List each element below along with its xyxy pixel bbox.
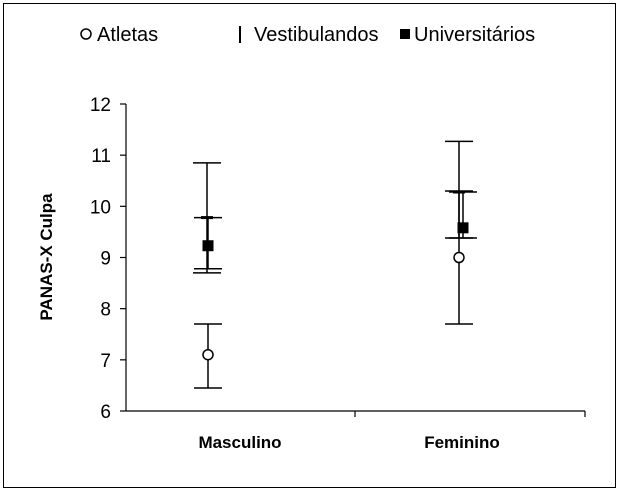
y-tick-label-7: 7 (100, 351, 111, 372)
legend-label-vestibulandos: Vestibulandos (254, 24, 379, 46)
y-tick-label-8: 8 (100, 300, 111, 321)
y-tick-label-11: 11 (91, 146, 111, 167)
legend-marker-universitarios (400, 29, 410, 39)
y-tick-label-12: 12 (90, 95, 111, 116)
data-marks (193, 140, 477, 389)
legend-label-atletas: Atletas (97, 24, 158, 46)
y-tick-label-6: 6 (100, 402, 111, 423)
legend-marker-atletas (80, 28, 92, 40)
x-category-label-masculino: Masculino (198, 433, 281, 452)
point-universitarios-masculino (202, 240, 214, 252)
point-atletas-feminino (453, 251, 465, 264)
y-axis-label: PANAS-X Culpa (37, 193, 56, 321)
y-ticks: 6 7 8 9 10 11 12 (90, 95, 126, 423)
legend: Atletas Vestibulandos Universitários (80, 24, 535, 46)
y-tick-label-10: 10 (90, 197, 111, 218)
y-tick-label-9: 9 (100, 249, 111, 270)
point-atletas-masculino (202, 348, 214, 361)
chart-frame (3, 3, 616, 488)
legend-label-universitarios: Universitários (414, 24, 535, 46)
x-category-label-feminino: Feminino (424, 433, 500, 452)
point-universitarios-feminino (457, 222, 469, 234)
